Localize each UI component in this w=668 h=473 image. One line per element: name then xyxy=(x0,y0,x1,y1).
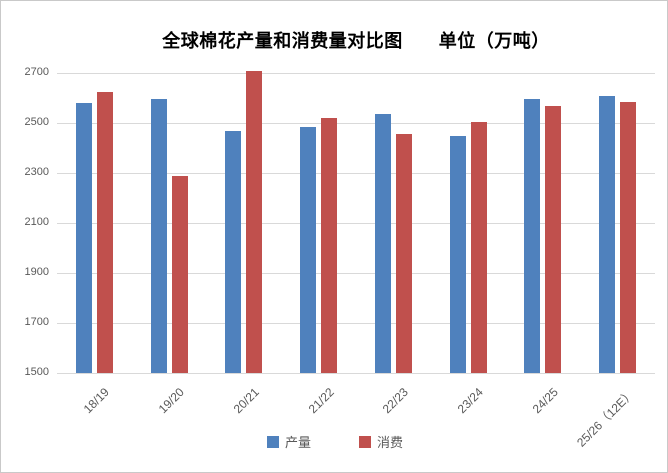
gridline xyxy=(57,223,655,224)
consumption-bar-19/20 xyxy=(171,175,188,373)
x-axis-category-label: 21/22 xyxy=(305,385,337,417)
consumption-bar-23/24 xyxy=(470,121,487,374)
legend-item-consumption: 消费 xyxy=(359,432,403,451)
gridline xyxy=(57,273,655,274)
chart-unit-label: 单位（万吨） xyxy=(438,31,550,51)
plot-area xyxy=(57,70,655,374)
gridline xyxy=(57,73,655,74)
y-axis-tick-label: 2300 xyxy=(24,166,49,178)
x-axis-category-label: 19/20 xyxy=(155,385,187,417)
consumption-bar-22/23 xyxy=(395,134,412,374)
production-swatch-icon xyxy=(266,435,279,448)
x-axis-category-label: 20/21 xyxy=(230,385,262,417)
y-axis-tick-label: 2700 xyxy=(24,66,49,78)
chart-title: 全球棉花产量和消费量对比图 单位（万吨） xyxy=(57,27,655,53)
legend-item-production: 产量 xyxy=(266,432,311,451)
y-axis-tick-label: 2100 xyxy=(24,216,49,228)
chart-title-text: 全球棉花产量和消费量对比图 xyxy=(162,31,403,51)
gridline xyxy=(57,323,655,324)
production-bar-25/26（12E） xyxy=(599,95,616,373)
y-axis-tick-label: 1700 xyxy=(24,316,49,328)
legend: 产量 消费 xyxy=(1,432,668,451)
gridline xyxy=(57,173,655,174)
production-bar-18/19 xyxy=(75,103,92,373)
legend-label-consumption: 消费 xyxy=(377,435,404,450)
y-axis-tick-label: 2500 xyxy=(24,116,49,128)
consumption-bar-21/22 xyxy=(321,118,338,373)
legend-label-production: 产量 xyxy=(284,435,311,450)
production-bar-19/20 xyxy=(150,99,167,374)
consumption-swatch-icon xyxy=(359,435,371,448)
consumption-bar-20/21 xyxy=(246,70,263,373)
y-axis-tick-label: 1900 xyxy=(24,266,49,278)
x-axis-category-label: 22/23 xyxy=(380,385,412,417)
x-axis-category-label: 24/25 xyxy=(529,385,561,417)
gridline xyxy=(57,123,655,124)
x-axis-category-label: 23/24 xyxy=(454,385,486,417)
x-axis-category-label: 18/19 xyxy=(81,385,113,417)
production-bar-23/24 xyxy=(449,135,466,373)
production-bar-20/21 xyxy=(225,130,242,373)
y-axis-tick-label: 1500 xyxy=(24,366,49,378)
x-axis-line xyxy=(57,373,655,374)
consumption-bar-24/25 xyxy=(545,105,562,373)
consumption-bar-18/19 xyxy=(96,91,113,374)
production-bar-24/25 xyxy=(524,99,541,374)
production-bar-21/22 xyxy=(300,126,317,374)
consumption-bar-25/26（12E） xyxy=(620,101,637,374)
production-bar-22/23 xyxy=(374,114,391,374)
